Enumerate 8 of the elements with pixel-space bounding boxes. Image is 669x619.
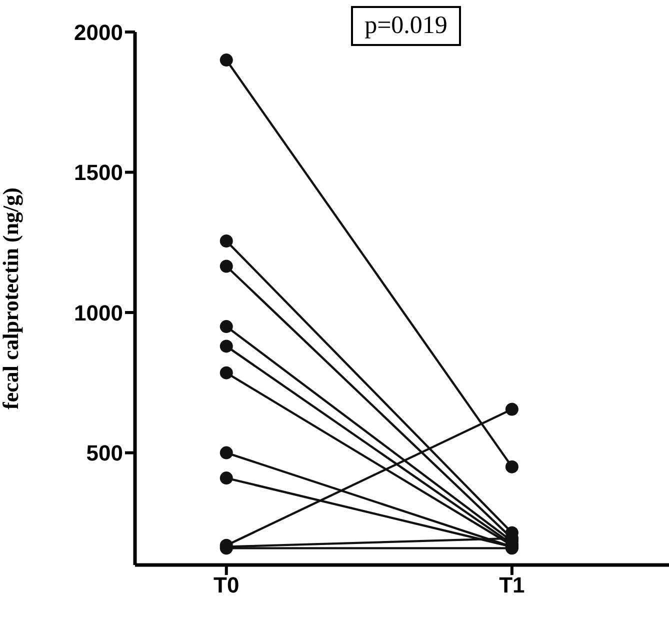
x-tick-label: T1	[499, 572, 525, 598]
y-tick-label: 500	[86, 440, 123, 466]
y-tick-label: 1500	[74, 160, 123, 186]
annotation: p=0.019	[351, 6, 461, 46]
y-axis-title: fecal calprotectin (ng/g)	[0, 188, 23, 410]
y-tick-label: 2000	[74, 20, 123, 45]
y-tick-label: 1000	[74, 300, 123, 326]
x-tick-label: T0	[214, 572, 240, 598]
